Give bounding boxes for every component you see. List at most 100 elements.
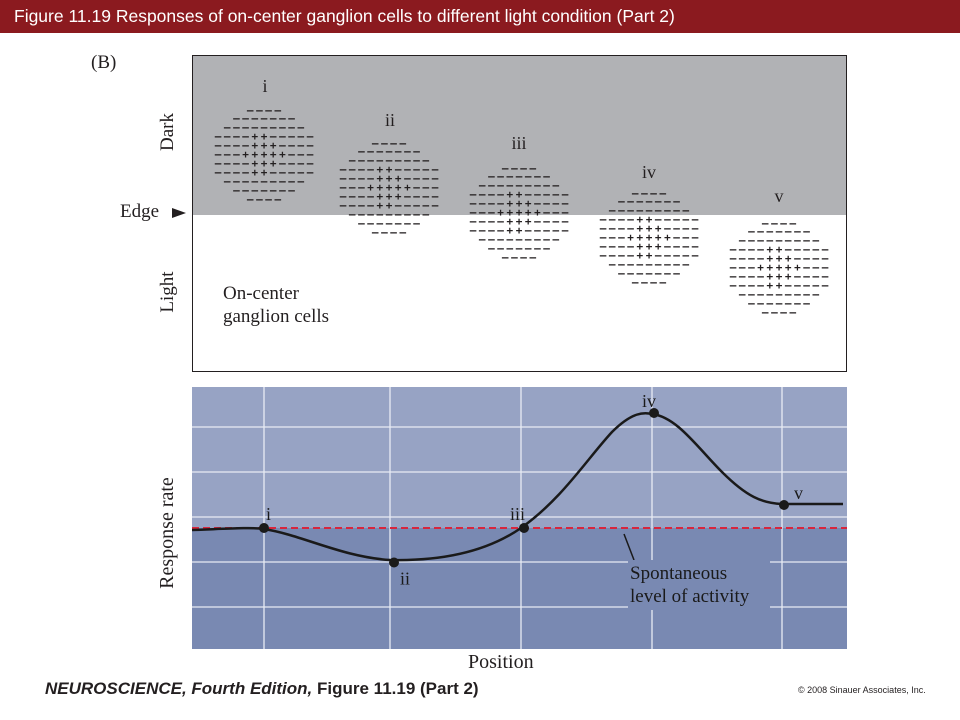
inhibitory-surround-mark: –	[692, 240, 699, 253]
inhibitory-surround-mark: –	[562, 206, 569, 219]
inhibitory-surround-mark: –	[390, 226, 397, 239]
inhibitory-surround-mark: –	[247, 193, 254, 206]
inhibitory-surround-mark: –	[627, 222, 634, 235]
inhibitory-surround-mark: –	[279, 130, 286, 143]
inhibitory-surround-mark: –	[730, 261, 737, 274]
inhibitory-surround-mark: –	[785, 279, 792, 292]
inhibitory-surround-mark: –	[288, 112, 295, 125]
light-label: Light	[157, 271, 178, 313]
inhibitory-surround-mark: –	[488, 188, 495, 201]
inhibitory-surround-mark: –	[367, 145, 374, 158]
excitatory-center-mark: +	[655, 240, 662, 253]
inhibitory-surround-mark: –	[636, 267, 643, 280]
inhibitory-surround-mark: –	[618, 213, 625, 226]
inhibitory-surround-mark: –	[274, 104, 281, 117]
inhibitory-surround-mark: –	[627, 267, 634, 280]
inhibitory-surround-mark: –	[432, 163, 439, 176]
inhibitory-surround-mark: –	[307, 148, 314, 161]
inhibitory-surround-mark: –	[386, 208, 393, 221]
inhibitory-surround-mark: –	[673, 249, 680, 262]
excitatory-center-mark: +	[242, 148, 249, 161]
inhibitory-surround-mark: –	[488, 197, 495, 210]
inhibitory-surround-mark: –	[288, 166, 295, 179]
inhibitory-surround-mark: –	[673, 231, 680, 244]
inhibitory-surround-mark: –	[479, 233, 486, 246]
panel-label: (B)	[91, 52, 117, 73]
dark-region	[193, 56, 846, 215]
inhibitory-surround-mark: –	[413, 199, 420, 212]
inhibitory-surround-mark: –	[488, 179, 495, 192]
inhibitory-surround-mark: –	[242, 121, 249, 134]
cell-numeral-iv: iv	[641, 162, 657, 182]
inhibitory-surround-mark: –	[279, 157, 286, 170]
inhibitory-surround-mark: –	[692, 213, 699, 226]
inhibitory-surround-mark: –	[543, 215, 550, 228]
inhibitory-surround-mark: –	[422, 181, 429, 194]
inhibitory-surround-mark: –	[609, 213, 616, 226]
excitatory-center-mark: +	[766, 279, 773, 292]
excitatory-center-mark: +	[766, 252, 773, 265]
inhibitory-surround-mark: –	[748, 225, 755, 238]
excitatory-center-mark: +	[766, 243, 773, 256]
inhibitory-surround-mark: –	[739, 243, 746, 256]
inhibitory-surround-mark: –	[664, 249, 671, 262]
inhibitory-surround-mark: –	[497, 215, 504, 228]
inhibitory-surround-mark: –	[340, 181, 347, 194]
inhibitory-surround-mark: –	[534, 242, 541, 255]
inhibitory-surround-mark: –	[757, 252, 764, 265]
inhibitory-surround-mark: –	[381, 137, 388, 150]
inhibitory-surround-mark: –	[279, 184, 286, 197]
excitatory-center-mark: +	[776, 243, 783, 256]
inhibitory-surround-mark: –	[270, 130, 277, 143]
excitatory-center-mark: +	[785, 261, 792, 274]
inhibitory-surround-mark: –	[766, 297, 773, 310]
inhibitory-surround-mark: –	[757, 234, 764, 247]
inhibitory-surround-mark: –	[812, 234, 819, 247]
inhibitory-surround-mark: –	[780, 217, 787, 230]
inhibitory-surround-mark: –	[279, 175, 286, 188]
excitatory-center-mark: +	[376, 163, 383, 176]
inhibitory-surround-mark: –	[422, 163, 429, 176]
excitatory-center-mark: +	[270, 139, 277, 152]
inhibitory-surround-mark: –	[479, 206, 486, 219]
inhibitory-surround-mark: –	[372, 226, 379, 239]
inhibitory-surround-mark: –	[479, 224, 486, 237]
excitatory-center-mark: +	[251, 148, 258, 161]
inhibitory-surround-mark: –	[794, 279, 801, 292]
excitatory-center-mark: +	[506, 188, 513, 201]
excitatory-center-mark: +	[261, 166, 268, 179]
inhibitory-surround-mark: –	[233, 121, 240, 134]
inhibitory-surround-mark: –	[650, 187, 657, 200]
data-point-label-iii: iii	[510, 504, 525, 524]
inhibitory-surround-mark: –	[543, 188, 550, 201]
excitatory-center-mark: +	[534, 206, 541, 219]
inhibitory-surround-mark: –	[632, 276, 639, 289]
footer-citation: NEUROSCIENCE, Fourth Edition, Figure 11.…	[45, 679, 479, 699]
inhibitory-surround-mark: –	[297, 121, 304, 134]
inhibitory-surround-mark: –	[242, 139, 249, 152]
excitatory-center-mark: +	[646, 222, 653, 235]
inhibitory-surround-mark: –	[479, 215, 486, 228]
inhibitory-surround-mark: –	[776, 297, 783, 310]
inhibitory-surround-mark: –	[682, 213, 689, 226]
excitatory-center-mark: +	[516, 197, 523, 210]
inhibitory-surround-mark: –	[552, 179, 559, 192]
inhibitory-surround-mark: –	[288, 148, 295, 161]
inhibitory-surround-mark: –	[748, 297, 755, 310]
inhibitory-surround-mark: –	[251, 175, 258, 188]
inhibitory-surround-mark: –	[215, 166, 222, 179]
inhibitory-surround-mark: –	[812, 288, 819, 301]
data-point-label-iv: iv	[642, 391, 656, 411]
inhibitory-surround-mark: –	[367, 172, 374, 185]
excitatory-center-mark: +	[516, 188, 523, 201]
inhibitory-surround-mark: –	[525, 224, 532, 237]
excitatory-center-mark: +	[386, 190, 393, 203]
inhibitory-surround-mark: –	[673, 240, 680, 253]
inhibitory-surround-mark: –	[632, 187, 639, 200]
excitatory-center-mark: +	[376, 172, 383, 185]
inhibitory-surround-mark: –	[422, 190, 429, 203]
inhibitory-surround-mark: –	[543, 170, 550, 183]
inhibitory-surround-mark: –	[673, 258, 680, 271]
inhibitory-surround-mark: –	[682, 231, 689, 244]
inhibitory-surround-mark: –	[803, 243, 810, 256]
